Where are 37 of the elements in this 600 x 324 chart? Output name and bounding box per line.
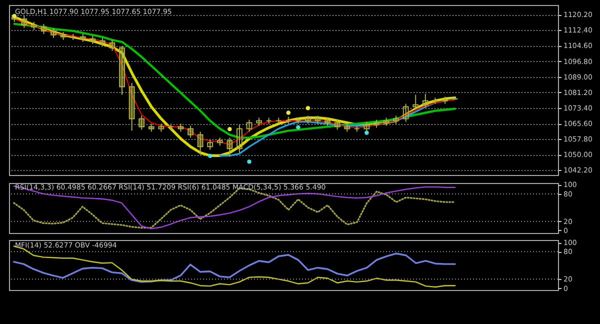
candlestick	[344, 123, 350, 132]
candlestick	[80, 33, 86, 42]
candlestick	[148, 123, 154, 132]
candlestick	[207, 139, 214, 150]
candlestick	[119, 45, 125, 96]
point	[12, 14, 17, 18]
point	[286, 110, 291, 115]
point	[228, 126, 232, 132]
candlestick	[422, 93, 428, 108]
point	[306, 106, 310, 110]
candlestick	[178, 123, 184, 132]
candlestick	[197, 131, 204, 156]
candlestick	[236, 124, 242, 154]
point	[296, 125, 300, 130]
line-series	[13, 252, 456, 283]
candlestick	[21, 15, 28, 28]
candlestick	[324, 117, 330, 126]
candlestick	[314, 115, 321, 124]
candlestick	[60, 31, 66, 40]
candlestick	[128, 82, 135, 132]
point	[364, 130, 369, 135]
line-series	[219, 98, 456, 156]
candlestick	[226, 137, 233, 158]
candlestick	[412, 94, 419, 110]
candlestick	[90, 35, 96, 44]
candlestick	[188, 125, 194, 138]
point	[208, 154, 212, 158]
candlestick	[50, 27, 56, 38]
candlestick	[246, 119, 252, 132]
point	[247, 160, 252, 164]
candlestick	[138, 115, 145, 130]
candlestick	[402, 103, 409, 122]
candlestick	[40, 23, 47, 34]
candlestick	[31, 21, 37, 30]
candlestick	[109, 39, 116, 52]
candlestick	[100, 37, 106, 46]
candlestick	[334, 119, 340, 130]
